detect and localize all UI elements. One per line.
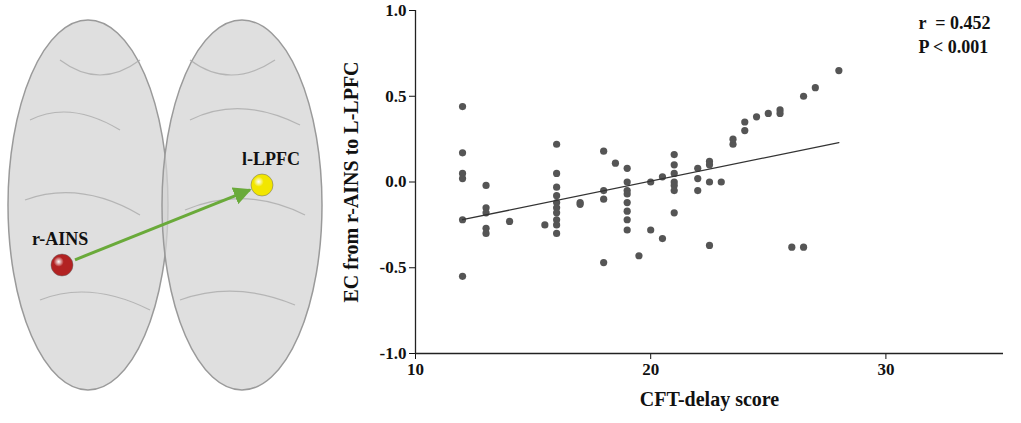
svg-text:r = 0.452: r = 0.452	[919, 13, 991, 33]
svg-text:20: 20	[642, 360, 659, 379]
svg-text:P < 0.001: P < 0.001	[919, 37, 989, 57]
svg-text:EC from r-AINS to L-LPFC: EC from r-AINS to L-LPFC	[340, 61, 362, 302]
svg-text:0.0: 0.0	[385, 172, 406, 191]
svg-text:-0.5: -0.5	[380, 258, 407, 277]
svg-text:1.0: 1.0	[385, 1, 406, 20]
svg-text:-1.0: -1.0	[380, 344, 407, 363]
svg-text:r-AINS: r-AINS	[32, 229, 88, 249]
svg-text:0.5: 0.5	[385, 87, 406, 106]
svg-text:CFT-delay score: CFT-delay score	[640, 388, 780, 411]
svg-text:30: 30	[877, 360, 894, 379]
svg-text:10: 10	[407, 360, 424, 379]
svg-text:l-LPFC: l-LPFC	[242, 149, 300, 169]
